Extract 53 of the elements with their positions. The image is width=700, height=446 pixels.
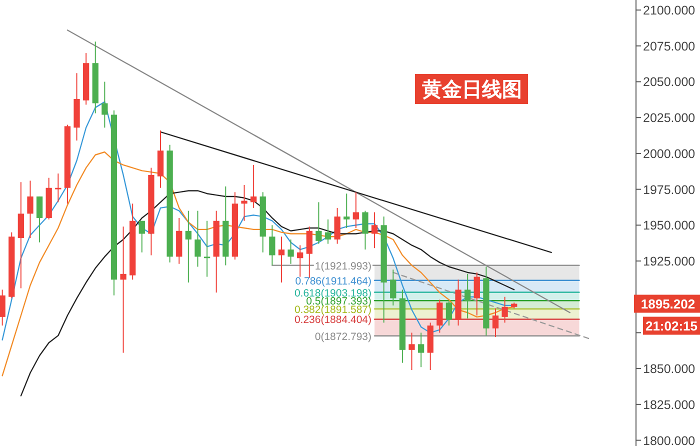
y-tick-label: 2000.000 <box>643 146 696 161</box>
y-tick-label: 1825.000 <box>643 398 696 412</box>
candlestick <box>408 332 415 370</box>
candlestick <box>102 81 108 128</box>
candlestick <box>250 164 257 208</box>
text: 21:02:15 <box>645 318 698 334</box>
series-label: 0(1872.793) <box>314 330 372 343</box>
candlestick <box>185 210 192 284</box>
candlestick <box>418 332 424 368</box>
line-series <box>20 190 515 396</box>
candlestick <box>138 220 145 253</box>
candlestick <box>390 269 396 306</box>
y-tick-label: 1850.000 <box>643 362 696 376</box>
candlestick <box>55 173 62 203</box>
y-tick-label: 2100.000 <box>643 4 696 18</box>
candlestick <box>446 300 452 326</box>
series-label: 0.786(1911.464) <box>295 275 372 288</box>
candlestick <box>297 244 304 278</box>
candlestick <box>27 180 34 239</box>
candlestick <box>0 289 6 326</box>
series-label: 0.382(1891.587) <box>294 304 372 316</box>
y-tick-label: 2050.000 <box>643 75 696 90</box>
y-tick-label: 1975.000 <box>643 182 696 197</box>
candlestick <box>474 272 480 316</box>
candlestick <box>36 196 43 243</box>
candlestick <box>316 202 322 244</box>
candlestick <box>288 238 294 264</box>
candlestick <box>436 299 443 334</box>
candlestick <box>241 184 248 222</box>
candlestick <box>371 212 378 249</box>
y-tick-label: 1925.000 <box>643 254 696 269</box>
candlestick <box>194 210 201 268</box>
candlestick <box>269 224 276 266</box>
y-tick-label: 1950.000 <box>643 218 696 233</box>
text: 1895.202 <box>640 296 696 312</box>
candlestick <box>334 207 340 244</box>
text: 黄金日线图 <box>421 77 522 101</box>
candlestick <box>352 192 359 229</box>
candlestick <box>362 210 368 250</box>
series-label: 0.236(1884.404) <box>294 314 372 326</box>
series-label: 1(1921.993) <box>314 260 372 272</box>
candlestick <box>278 236 285 284</box>
candlestick <box>204 220 210 278</box>
line-series <box>2 151 515 376</box>
candlestick <box>120 226 126 354</box>
candlestick <box>344 193 350 229</box>
y-tick-label: 2075.000 <box>643 39 696 54</box>
candlestick <box>464 273 471 319</box>
y-tick-label: 2025.000 <box>643 111 696 126</box>
y-tick-label: 1800.000 <box>643 434 696 446</box>
candlestick <box>492 308 499 338</box>
candlestick <box>502 296 508 324</box>
candlestick <box>324 218 332 244</box>
